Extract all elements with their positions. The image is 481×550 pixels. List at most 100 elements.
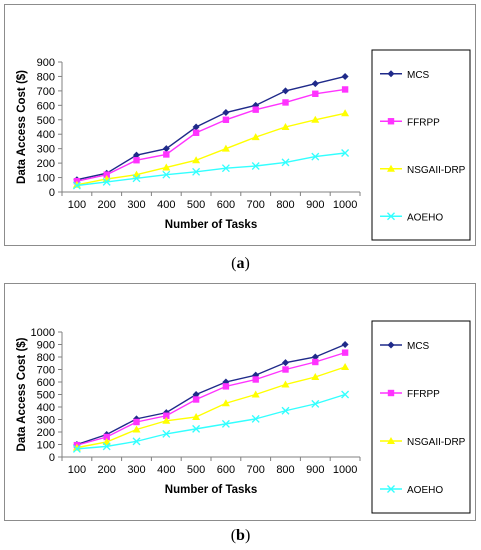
chart-b-data-point bbox=[162, 429, 171, 438]
chart-panel-b: 0 100 200 300 400 500 600 700 800 900 1000 100 200 30… bbox=[4, 283, 476, 521]
chart-a-x-tick-label: 400 bbox=[157, 199, 175, 211]
chart-a-x-tick-label: 800 bbox=[276, 199, 294, 211]
chart-b-data-point bbox=[192, 424, 201, 433]
chart-a-data-point bbox=[162, 163, 171, 171]
chart-a-legend-box bbox=[371, 49, 471, 241]
chart-b-x-tick-label: 900 bbox=[306, 464, 324, 476]
chart-b-data-point bbox=[102, 438, 111, 445]
chart-b-data-point bbox=[311, 353, 319, 361]
chart-a-y-tick-label: 100 bbox=[37, 173, 55, 185]
chart-a-x-tick-label: 100 bbox=[68, 199, 86, 211]
chart-b-data-point bbox=[133, 418, 140, 426]
chart-b-data-point bbox=[282, 359, 289, 367]
chart-a-data-point bbox=[162, 145, 170, 153]
chart-a-x-tick-label: 600 bbox=[217, 199, 235, 211]
chart-b-x-tick-label: 400 bbox=[157, 464, 175, 476]
chart-b-legend-marker bbox=[387, 437, 395, 444]
caption-b-label: b bbox=[236, 527, 245, 544]
chart-a-series-line bbox=[76, 75, 346, 181]
chart-a-legend-item: MCS bbox=[380, 70, 430, 81]
chart-a-x-tick-label: 900 bbox=[306, 199, 324, 211]
chart-b-data-point bbox=[252, 376, 259, 383]
chart-b-legend-marker bbox=[387, 341, 395, 349]
chart-a-data-point bbox=[281, 158, 290, 167]
chart-a-data-point bbox=[192, 129, 200, 136]
chart-b-legend-label: MCS bbox=[407, 341, 430, 352]
chart-a-data-point bbox=[281, 123, 290, 130]
chart-b-data-point bbox=[192, 413, 201, 420]
chart-a-data-point bbox=[311, 152, 320, 161]
chart-b-series-aoeho bbox=[72, 390, 350, 453]
chart-a-data-point bbox=[222, 116, 230, 123]
chart-b-y-tick-label: 600 bbox=[37, 377, 55, 389]
chart-b-series-line bbox=[76, 366, 346, 449]
chart-a-y-tick-label: 0 bbox=[49, 187, 55, 199]
chart-a-legend-marker bbox=[387, 118, 395, 125]
chart-b-data-point bbox=[132, 437, 141, 446]
chart-a-data-point bbox=[311, 80, 319, 88]
chart-b-data-point bbox=[311, 373, 320, 380]
chart-b-y-tick-label: 300 bbox=[37, 415, 55, 427]
chart-b-legend-label: FFRPP bbox=[407, 389, 440, 400]
chart-a-data-point bbox=[162, 170, 171, 179]
chart-b-y-tick-label: 700 bbox=[37, 365, 55, 377]
caption-a: (a) bbox=[231, 255, 250, 272]
chart-a-data-point bbox=[312, 90, 319, 97]
chart-a-legend-marker bbox=[387, 70, 395, 78]
chart-a-plot: 0 100 200 300 400 500 600 700 800 900 100 200 300 400… bbox=[16, 57, 361, 231]
chart-a-data-point bbox=[133, 157, 140, 164]
chart-a-data-point bbox=[251, 133, 260, 141]
chart-b-data-point bbox=[222, 383, 230, 390]
chart-b-series-nsgaii-drp bbox=[72, 363, 350, 451]
chart-a-data-point bbox=[221, 144, 230, 152]
chart-b-data-point bbox=[282, 366, 289, 373]
chart-b-y-tick-label: 0 bbox=[49, 452, 55, 464]
chart-a-data-point bbox=[72, 181, 81, 190]
chart-b-data-point bbox=[72, 444, 81, 453]
chart-a-x-tick-label: 300 bbox=[127, 199, 145, 211]
chart-a-x-tick-label: 700 bbox=[247, 199, 265, 211]
chart-b-x-tick-label: 800 bbox=[276, 464, 294, 476]
chart-a-data-point bbox=[341, 86, 349, 93]
chart-b-data-point bbox=[251, 390, 260, 398]
chart-b-y-tick-label: 500 bbox=[37, 390, 55, 402]
chart-a-y-tick-label: 800 bbox=[37, 71, 55, 83]
chart-a-series-line bbox=[76, 88, 346, 182]
chart-a-data-point bbox=[163, 151, 170, 158]
chart-b-legend-label: NSGAII-DRP bbox=[407, 437, 466, 448]
chart-a-y-tick-label: 400 bbox=[37, 129, 55, 141]
chart-b-data-point bbox=[221, 419, 230, 428]
chart-a-x-tick-label: 200 bbox=[98, 199, 116, 211]
chart-b-data-point bbox=[162, 416, 171, 424]
chart-b-x-tick-label: 300 bbox=[127, 464, 145, 476]
chart-a-data-point bbox=[222, 109, 230, 117]
chart-b-legend-item: FFRPP bbox=[380, 389, 440, 400]
chart-b-x-axis-title: Number of Tasks bbox=[165, 484, 257, 496]
chart-a-legend-label: NSGAII-DRP bbox=[407, 165, 466, 176]
chart-b-data-point bbox=[221, 399, 230, 407]
chart-b-legend-marker bbox=[387, 485, 395, 493]
chart-b-series-ffrpp bbox=[73, 349, 349, 449]
chart-b-data-point bbox=[132, 425, 141, 433]
chart-a-legend-marker bbox=[387, 164, 395, 172]
chart-b-legend-item: AOEHO bbox=[380, 485, 443, 496]
chart-a-data-point bbox=[72, 180, 81, 188]
chart-b-legend-item: NSGAII-DRP bbox=[380, 437, 466, 448]
chart-a: 0 100 200 300 400 500 600 700 800 900 100 200 300 400… bbox=[16, 49, 471, 241]
chart-a-legend-item: FFRPP bbox=[380, 117, 440, 128]
chart-b-y-tick-label: 100 bbox=[37, 440, 55, 452]
chart-a-data-point bbox=[103, 171, 110, 178]
chart-a-legend-marker bbox=[387, 212, 395, 221]
chart-b-y-tick-label: 900 bbox=[37, 340, 55, 352]
chart-b-series-line bbox=[76, 343, 346, 446]
chart-b-data-point bbox=[341, 349, 349, 356]
chart-a-legend: MCS FFRPP NSGAII-DRP AOEHO bbox=[371, 49, 471, 241]
chart-b-data-point bbox=[281, 406, 290, 415]
chart-a-series-line bbox=[76, 152, 346, 187]
chart-b-series-line bbox=[76, 393, 346, 450]
chart-b-legend-box bbox=[371, 320, 471, 514]
chart-a-data-point bbox=[133, 151, 140, 159]
chart-a-y-axis-title: Data Access Cost ($) bbox=[16, 70, 28, 184]
